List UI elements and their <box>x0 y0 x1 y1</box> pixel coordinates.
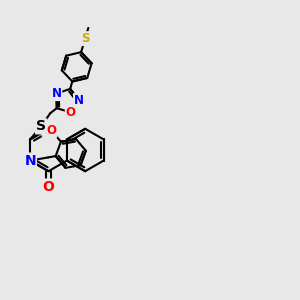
Text: N: N <box>43 122 54 136</box>
Text: S: S <box>81 32 89 45</box>
Text: N: N <box>51 87 62 100</box>
Text: O: O <box>43 179 54 194</box>
Text: N: N <box>24 154 36 168</box>
Text: O: O <box>66 106 76 119</box>
Text: S: S <box>36 119 46 133</box>
Text: O: O <box>46 124 56 137</box>
Text: N: N <box>74 94 84 107</box>
